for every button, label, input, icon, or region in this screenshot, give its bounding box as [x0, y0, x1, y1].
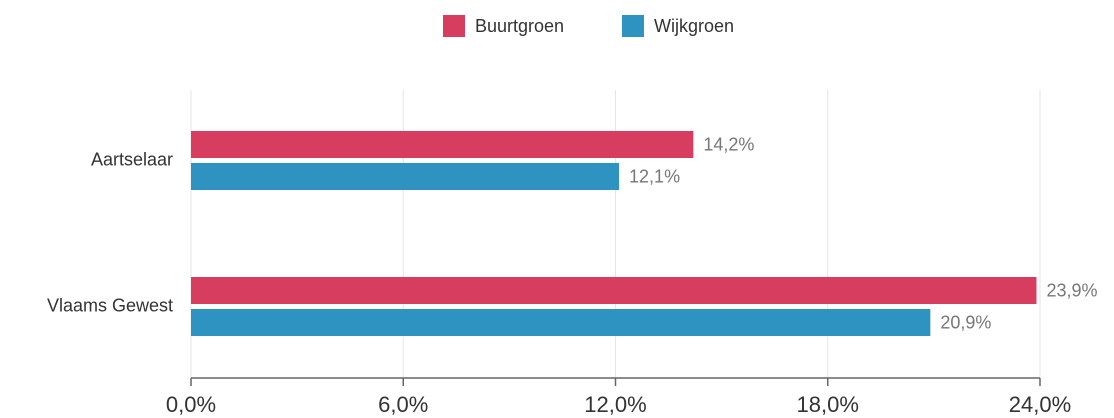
x-tick-label: 12,0% — [584, 392, 646, 417]
x-tick-label: 24,0% — [1009, 392, 1071, 417]
legend-label: Buurtgroen — [475, 16, 564, 36]
legend-swatch — [443, 15, 465, 37]
y-tick-label: Aartselaar — [91, 149, 173, 169]
legend-label: Wijkgroen — [654, 16, 734, 36]
data-label: 14,2% — [703, 134, 754, 154]
x-tick-label: 0,0% — [166, 392, 216, 417]
data-label: 23,9% — [1046, 280, 1097, 300]
data-label: 20,9% — [940, 312, 991, 332]
legend-swatch — [622, 15, 644, 37]
data-label: 12,1% — [629, 166, 680, 186]
y-tick-label: Vlaams Gewest — [47, 295, 173, 315]
x-tick-label: 18,0% — [797, 392, 859, 417]
x-tick-label: 6,0% — [378, 392, 428, 417]
bar — [191, 163, 620, 190]
bar — [191, 309, 931, 336]
bar — [191, 131, 694, 158]
bar — [191, 277, 1037, 304]
